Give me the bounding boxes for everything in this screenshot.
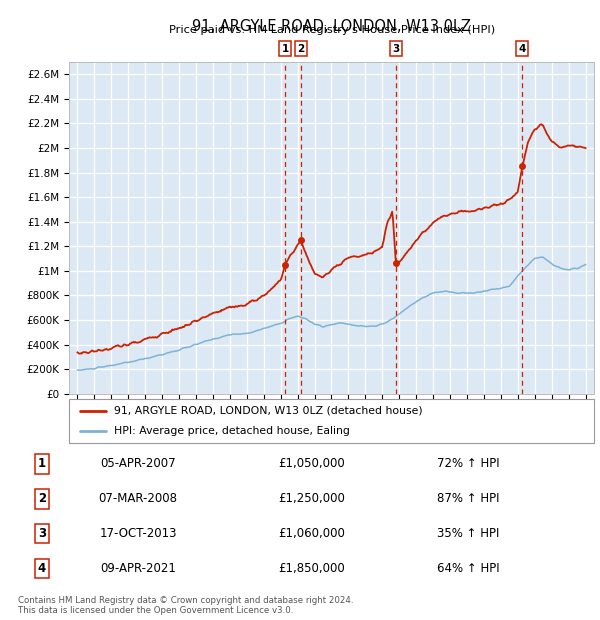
Text: 35% ↑ HPI: 35% ↑ HPI xyxy=(437,527,499,540)
Text: 05-APR-2007: 05-APR-2007 xyxy=(100,458,176,471)
Text: 1: 1 xyxy=(38,458,46,471)
Text: HPI: Average price, detached house, Ealing: HPI: Average price, detached house, Eali… xyxy=(113,426,349,436)
Text: 87% ↑ HPI: 87% ↑ HPI xyxy=(437,492,499,505)
Text: 1: 1 xyxy=(281,43,289,54)
Text: 09-APR-2021: 09-APR-2021 xyxy=(100,562,176,575)
Text: 2: 2 xyxy=(297,43,304,54)
Text: 4: 4 xyxy=(518,43,526,54)
Text: 91, ARGYLE ROAD, LONDON, W13 0LZ (detached house): 91, ARGYLE ROAD, LONDON, W13 0LZ (detach… xyxy=(113,405,422,416)
Title: 91, ARGYLE ROAD, LONDON, W13 0LZ: 91, ARGYLE ROAD, LONDON, W13 0LZ xyxy=(192,19,471,35)
Text: £1,050,000: £1,050,000 xyxy=(278,458,346,471)
Text: 72% ↑ HPI: 72% ↑ HPI xyxy=(437,458,499,471)
Text: 64% ↑ HPI: 64% ↑ HPI xyxy=(437,562,499,575)
Text: Price paid vs. HM Land Registry's House Price Index (HPI): Price paid vs. HM Land Registry's House … xyxy=(169,25,495,35)
Text: £1,850,000: £1,850,000 xyxy=(278,562,346,575)
Text: 07-MAR-2008: 07-MAR-2008 xyxy=(98,492,178,505)
Text: 4: 4 xyxy=(38,562,46,575)
Text: Contains HM Land Registry data © Crown copyright and database right 2024.
This d: Contains HM Land Registry data © Crown c… xyxy=(18,596,353,615)
Text: 3: 3 xyxy=(392,43,400,54)
FancyBboxPatch shape xyxy=(69,399,594,443)
Text: 17-OCT-2013: 17-OCT-2013 xyxy=(99,527,177,540)
Text: £1,060,000: £1,060,000 xyxy=(278,527,346,540)
Text: 3: 3 xyxy=(38,527,46,540)
Text: 2: 2 xyxy=(38,492,46,505)
Text: £1,250,000: £1,250,000 xyxy=(278,492,346,505)
